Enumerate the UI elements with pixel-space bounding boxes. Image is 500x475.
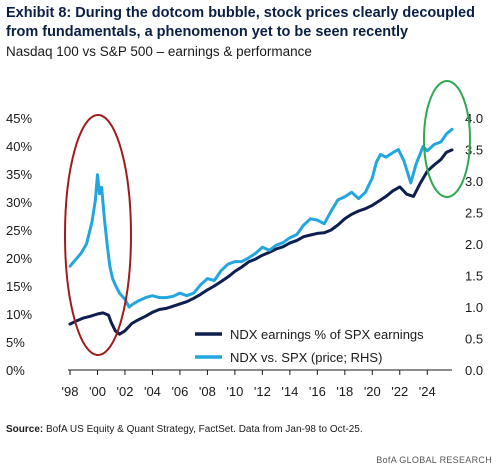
x-tick-label: '18 [336,384,353,399]
price-series-line [68,127,454,309]
legend-label-earnings: NDX earnings % of SPX earnings [230,327,424,342]
right-tick-label: 0.5 [465,332,483,347]
x-tick-label: '06 [171,384,188,399]
right-tick-label: 1.5 [465,269,483,284]
left-tick-label: 20% [6,251,32,266]
right-tick-label: 3.0 [465,174,483,189]
right-tick-label: 1.0 [465,300,483,315]
x-tick-label: '00 [89,384,106,399]
chart-title: Exhibit 8: During the dotcom bubble, sto… [6,5,475,40]
brand-label: BofA GLOBAL RESEARCH [376,455,492,465]
earnings-series-line [68,148,454,336]
right-tick-label: 2.0 [465,237,483,252]
x-tick-label: '12 [254,384,271,399]
source-note: Source: BofA US Equity & Quant Strategy,… [6,424,363,435]
source-text: BofA US Equity & Quant Strategy, FactSet… [43,424,363,435]
bubble-highlight-circle [64,114,132,356]
left-tick-label: 10% [6,307,32,322]
x-tick-label: '02 [116,384,133,399]
legend: NDX earnings % of SPX earnings NDX vs. S… [195,327,424,365]
chart-subtitle: Nasdaq 100 vs S&P 500 – earnings & perfo… [6,44,312,59]
recent-highlight-circle [423,80,471,198]
source-label: Source: [6,424,44,435]
right-axis-ticks: 0.00.51.01.52.02.53.03.54.0 [465,111,483,378]
left-tick-label: 35% [6,167,32,182]
left-tick-label: 45% [6,111,32,126]
legend-label-price: NDX vs. SPX (price; RHS) [230,350,382,365]
x-tick-label: '08 [199,384,216,399]
right-tick-label: 2.5 [465,206,483,221]
x-tick-label: '10 [226,384,243,399]
x-axis-tickmarks [69,370,428,375]
left-axis-ticks: 0% 5% 10% 15% 20% 25% 30% 35% 40% 45% [6,111,32,378]
left-tick-label: 5% [6,335,25,350]
x-tick-label: '04 [144,384,161,399]
x-tick-label: '22 [391,384,408,399]
x-tick-label: '24 [419,384,436,399]
x-tick-label: '98 [62,384,79,399]
series-layer [68,127,454,336]
x-tick-label: '16 [309,384,326,399]
left-tick-label: 15% [6,279,32,294]
left-tick-label: 40% [6,139,32,154]
x-tick-label: '20 [364,384,381,399]
left-tick-label: 25% [6,223,32,238]
right-tick-label: 3.5 [465,143,483,158]
x-tick-label: '14 [281,384,298,399]
left-tick-label: 30% [6,195,32,210]
x-axis-ticks: '98 '00 '02 '04 '06 '08 '10 '12 '14 '16 '18 '20 '22 '… [62,384,436,399]
left-tick-label: 0% [6,363,25,378]
right-tick-label: 0.0 [465,363,483,378]
